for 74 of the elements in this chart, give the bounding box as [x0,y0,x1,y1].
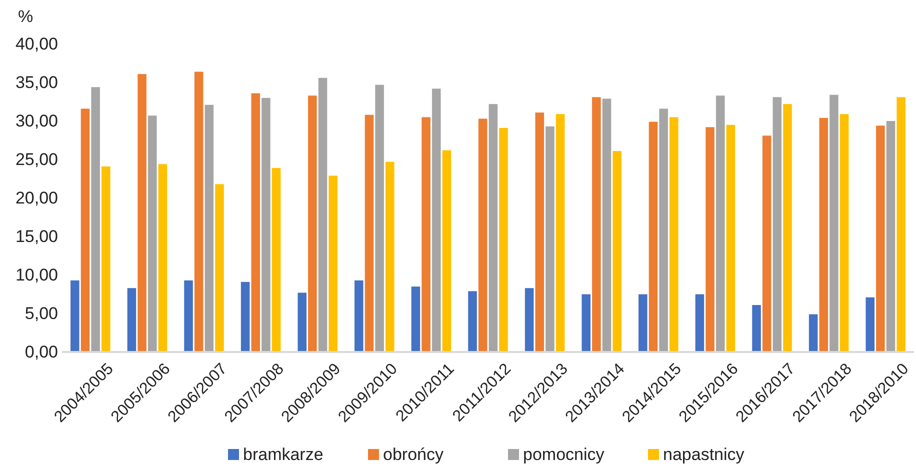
bar [127,288,136,352]
bar [240,282,250,352]
bar [386,162,394,352]
bar [612,151,622,352]
bar [194,72,204,352]
bar [328,176,338,352]
bar [840,114,849,352]
bar [354,280,364,352]
bar [375,84,384,352]
bar [422,117,430,352]
bar [80,108,90,352]
bar [602,98,612,352]
bar [592,97,601,352]
bar [535,112,544,352]
bar [478,118,488,352]
y-tick-label: 15,00 [15,226,58,246]
bar [896,97,906,352]
bar [488,104,498,352]
bar [695,294,704,352]
legend-label: napastnicy [663,445,745,464]
y-tick-label: 10,00 [15,265,58,284]
bar [215,184,224,352]
bar [499,128,508,352]
bar [752,305,761,352]
bar [638,294,648,352]
bar [318,78,328,352]
y-tick-label: 20,00 [15,188,58,208]
bar [772,97,782,352]
bar [262,98,270,352]
bar [148,116,157,352]
bar [659,108,668,352]
bar [876,126,885,352]
bar [556,114,565,352]
bar [102,166,110,352]
bar [819,118,828,352]
y-tick-label: 35,00 [15,72,58,92]
y-tick-label: 5,00 [24,304,58,323]
bar [762,136,772,352]
bar [524,288,534,352]
bar [886,121,896,352]
bar [138,74,146,352]
y-tick-label: 0,00 [24,342,58,362]
bar [716,96,725,352]
bar [298,292,306,352]
bar [706,127,714,352]
bar [251,93,260,352]
bar [670,117,678,352]
legend-label: bramkarze [243,445,324,464]
bar [411,286,420,352]
bar [158,164,168,352]
bar [866,297,874,352]
bar [272,168,281,352]
bar [830,94,838,352]
y-tick-label: 40,00 [15,34,58,54]
bar [432,88,441,352]
bar [442,150,452,352]
bar [783,104,792,352]
y-axis-title: % [18,7,34,26]
bar [204,104,214,352]
legend-label: pomocnicy [523,445,605,464]
bar [468,291,477,352]
bar [308,96,317,352]
bar [648,122,658,352]
y-tick-label: 25,00 [15,150,58,169]
bar [70,280,80,352]
legend-label: obrońcy [383,445,444,464]
bar [91,87,100,352]
bar [546,126,554,352]
bar [582,294,590,352]
bar [364,114,374,352]
bar [184,280,193,352]
bar [726,124,736,352]
y-tick-label: 30,00 [15,111,58,130]
bar [808,314,818,352]
